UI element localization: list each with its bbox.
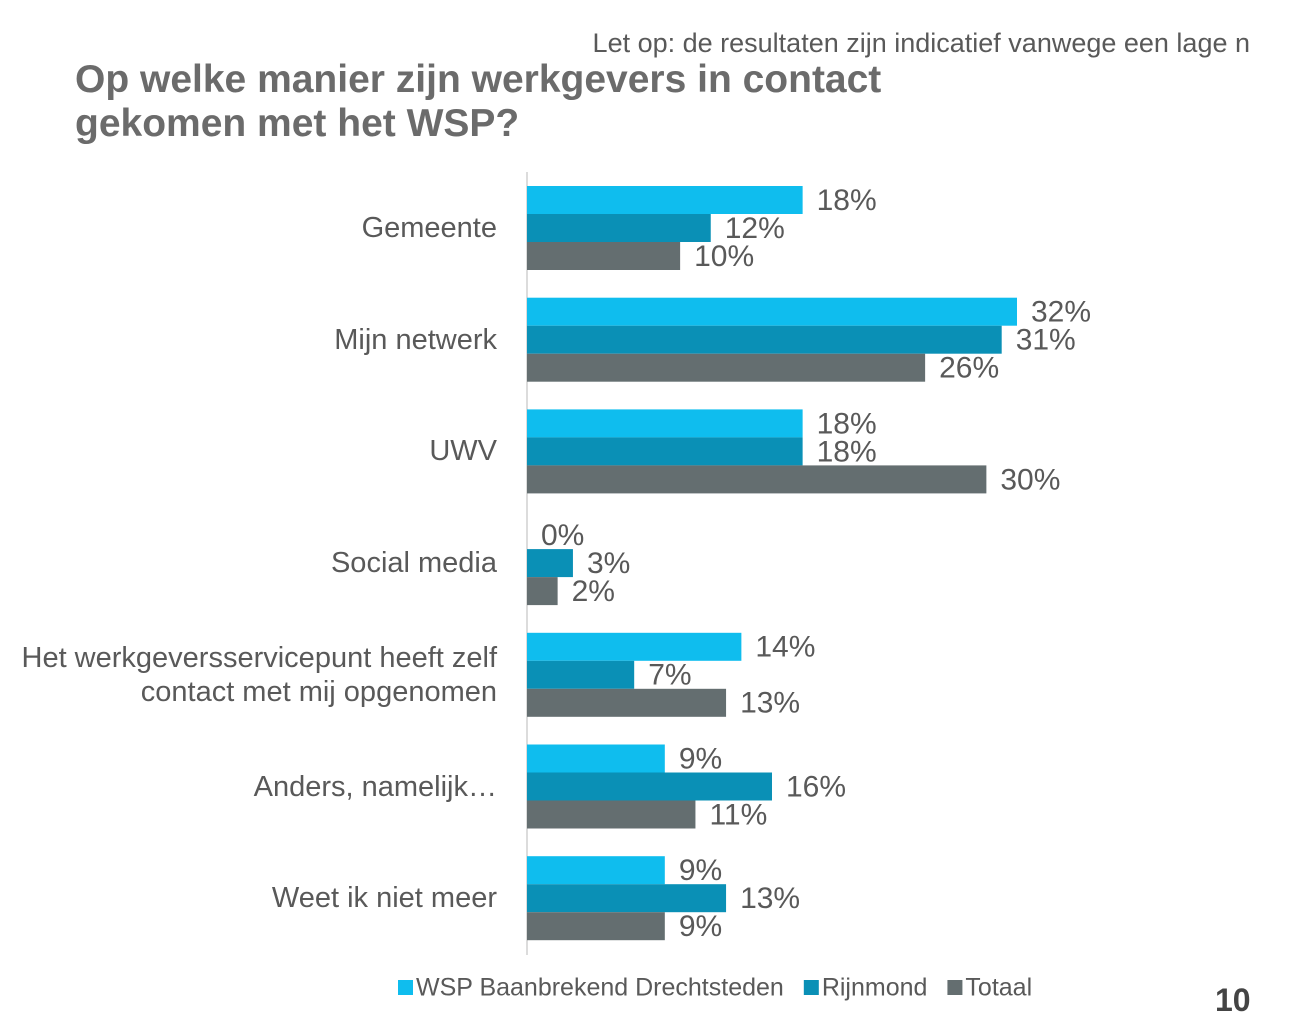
category-label: UWV <box>429 435 497 468</box>
bar <box>527 353 926 382</box>
value-label: 18% <box>817 184 877 217</box>
bar <box>527 912 665 941</box>
value-label: 16% <box>786 770 846 803</box>
page-number: 10 <box>1215 982 1251 1018</box>
value-label: 9% <box>679 742 722 775</box>
value-label: 13% <box>740 687 800 720</box>
category-label: Anders, namelijk… <box>253 770 497 803</box>
bar <box>527 884 727 913</box>
bar <box>527 632 742 661</box>
legend-label: Totaal <box>965 974 1032 1002</box>
category-label: Gemeente <box>361 212 497 244</box>
value-label: 7% <box>648 659 691 692</box>
category-label: Weet ik niet meer <box>271 882 497 915</box>
bar <box>527 437 803 466</box>
bar <box>527 214 711 242</box>
value-label: 11% <box>709 798 767 831</box>
bar <box>527 856 665 885</box>
chart-title: Op welke manier zijn werkgevers in conta… <box>75 58 882 145</box>
legend-swatch <box>947 980 963 995</box>
value-label: 14% <box>755 631 815 664</box>
value-label: 31% <box>1016 324 1076 357</box>
value-label: 18% <box>817 435 877 468</box>
value-label: 3% <box>587 547 630 580</box>
category-label: Social media <box>330 547 497 580</box>
legend-label: Rijnmond <box>822 974 928 1002</box>
value-label: 9% <box>679 910 722 943</box>
legend-label: WSP Baanbrekend Drechtsteden <box>416 974 784 1002</box>
bar <box>527 577 558 606</box>
category-label: Mijn netwerk <box>334 323 497 356</box>
value-label: 10% <box>694 240 754 273</box>
bar <box>527 409 803 438</box>
value-label: 18% <box>817 407 877 440</box>
bar <box>527 688 727 717</box>
bar <box>527 325 1002 354</box>
legend-swatch <box>398 980 413 995</box>
value-label: 13% <box>740 882 800 915</box>
bar <box>527 549 573 578</box>
note: Let op: de resultaten zijn indicatief va… <box>592 28 1250 58</box>
bar <box>527 660 635 689</box>
value-label: 0% <box>541 519 584 552</box>
value-label: 9% <box>679 854 722 887</box>
value-label: 30% <box>1000 463 1060 496</box>
bar <box>527 297 1017 326</box>
legend-swatch <box>803 980 819 995</box>
bar <box>527 772 772 801</box>
bar <box>527 800 696 829</box>
value-label: 2% <box>572 575 615 608</box>
bar <box>527 186 803 214</box>
bar <box>527 744 665 773</box>
bar <box>527 465 987 494</box>
value-label: 32% <box>1031 296 1091 329</box>
value-label: 12% <box>725 212 785 245</box>
bar <box>527 242 681 270</box>
value-label: 26% <box>939 352 999 385</box>
category-label: Het werkgeversservicepunt heeft zelf con… <box>21 641 498 708</box>
